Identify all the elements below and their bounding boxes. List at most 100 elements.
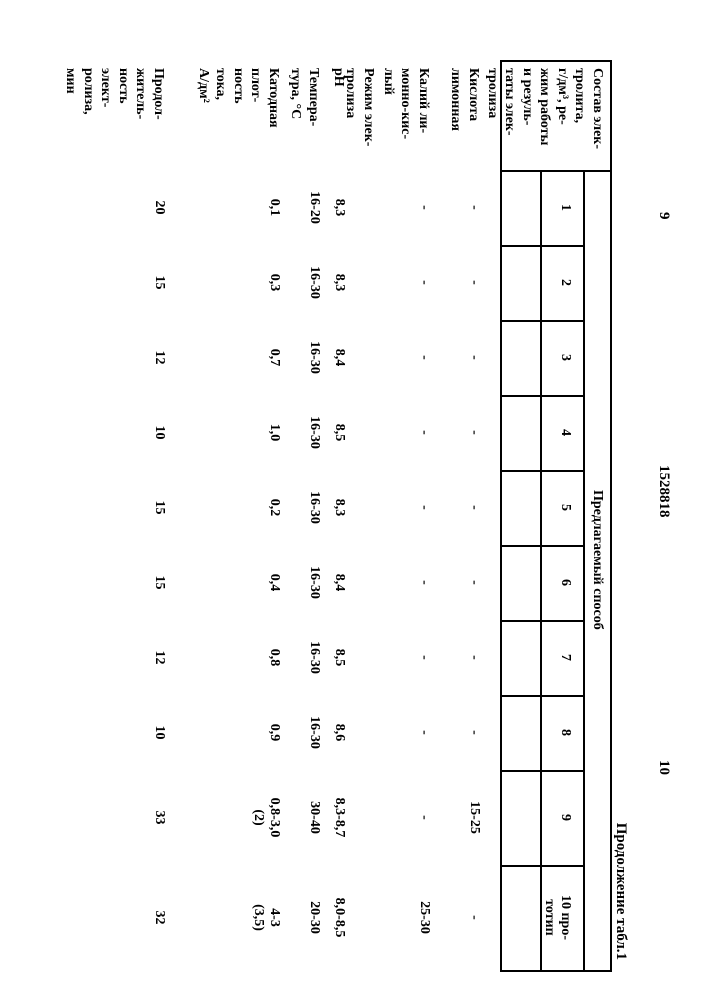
- cell-value: 16-30: [306, 341, 322, 374]
- cell-value: 16-30: [306, 416, 322, 449]
- cell-value: 10: [151, 726, 167, 740]
- cell-value: 8,3: [331, 199, 347, 217]
- table-top-line: [610, 60, 612, 970]
- cell-value: 10: [151, 426, 167, 440]
- cell-value: -: [466, 580, 482, 585]
- cell-value: 4-3 (3,5): [250, 904, 282, 931]
- sheet: 9 1528818 10 Продолжение табл.1 Состав э…: [0, 0, 707, 1000]
- col-divider: [500, 320, 585, 322]
- cell-value: 20-30: [306, 901, 322, 934]
- row-label: Режим элек- тролиза: [342, 68, 377, 146]
- page-number-right: 10: [655, 760, 672, 775]
- table-left-border: [500, 60, 612, 62]
- col-number: 1: [557, 204, 573, 211]
- cell-value: 8,0-8,5: [331, 898, 347, 938]
- cell-value: 30-40: [306, 801, 322, 834]
- col-number: 10 про- тотип: [541, 895, 573, 940]
- cell-value: 1,0: [266, 424, 282, 442]
- cell-value: 25-30: [416, 901, 432, 934]
- cell-value: 8,5: [331, 424, 347, 442]
- cell-value: 8,4: [331, 349, 347, 367]
- cell-value: 15-25: [466, 801, 482, 834]
- col-number: 4: [557, 429, 573, 436]
- cell-value: 0,3: [266, 274, 282, 292]
- cell-value: 0,4: [266, 574, 282, 592]
- cell-value: -: [466, 355, 482, 360]
- document-number: 1528818: [655, 465, 672, 518]
- super-header: Предлагаемый способ: [589, 490, 607, 630]
- cell-value: -: [466, 205, 482, 210]
- cell-value: 12: [151, 651, 167, 665]
- cell-value: 32: [151, 911, 167, 925]
- cell-value: -: [416, 430, 432, 435]
- cell-value: -: [416, 580, 432, 585]
- cell-value: 33: [151, 811, 167, 825]
- row-label: Продол- житель- ность элект- ролиза, мин: [62, 68, 167, 120]
- cell-value: 8,3: [331, 274, 347, 292]
- col-number: 3: [557, 354, 573, 361]
- cell-value: -: [466, 430, 482, 435]
- cell-value: -: [416, 505, 432, 510]
- cell-value: 0,8-3,0 (2): [250, 798, 282, 838]
- col-divider: [500, 245, 585, 247]
- col-number: 9: [557, 814, 573, 821]
- row-label: Кислота лимонная: [447, 68, 482, 131]
- col-divider: [500, 865, 585, 867]
- cell-value: -: [416, 205, 432, 210]
- col-number: 7: [557, 654, 573, 661]
- col-divider: [500, 770, 585, 772]
- cell-value: 16-30: [306, 641, 322, 674]
- cell-value: -: [466, 730, 482, 735]
- table-mid-line: [583, 170, 585, 970]
- row-label: Темпера- тура, °C: [287, 68, 322, 126]
- cell-value: -: [416, 730, 432, 735]
- cell-value: -: [416, 815, 432, 820]
- table-caption: Продолжение табл.1: [612, 823, 629, 960]
- cell-value: -: [416, 655, 432, 660]
- cell-value: 0,1: [266, 199, 282, 217]
- table-numrow-line: [540, 170, 542, 970]
- cell-value: 15: [151, 501, 167, 515]
- cell-value: 0,9: [266, 724, 282, 742]
- table-header-bottom-line: [500, 60, 502, 970]
- cell-value: 20: [151, 201, 167, 215]
- cell-value: 15: [151, 276, 167, 290]
- row-label: pH: [330, 68, 348, 87]
- cell-value: 0,8: [266, 649, 282, 667]
- cell-value: 8,4: [331, 574, 347, 592]
- cell-value: 16-30: [306, 566, 322, 599]
- cell-value: -: [466, 505, 482, 510]
- col-divider: [500, 470, 585, 472]
- row-label: Калий ли- монно-кис- лый: [380, 68, 433, 139]
- cell-value: -: [416, 280, 432, 285]
- col-number: 8: [557, 729, 573, 736]
- col-divider: [500, 620, 585, 622]
- col-number: 5: [557, 504, 573, 511]
- cell-value: 8,6: [331, 724, 347, 742]
- cell-value: -: [466, 915, 482, 920]
- page-number-left: 9: [655, 212, 672, 220]
- col-divider: [500, 545, 585, 547]
- cell-value: 0,7: [266, 349, 282, 367]
- cell-value: -: [466, 280, 482, 285]
- cell-value: 8,3: [331, 499, 347, 517]
- rotated-page: 9 1528818 10 Продолжение табл.1 Состав э…: [0, 0, 707, 707]
- header-block: Состав элек- тролита, г/дм³, ре- жим раб…: [484, 68, 607, 149]
- cell-value: 12: [151, 351, 167, 365]
- row-label: Катодная плот- ность тока, А/дм²: [195, 68, 283, 128]
- cell-value: 8,3-8,7: [331, 798, 347, 838]
- col-divider: [500, 395, 585, 397]
- col-divider: [500, 695, 585, 697]
- cell-value: 15: [151, 576, 167, 590]
- col-number: 6: [557, 579, 573, 586]
- table-right-border: [500, 970, 612, 972]
- cell-value: 16-30: [306, 266, 322, 299]
- cell-value: -: [466, 655, 482, 660]
- cell-value: 16-20: [306, 191, 322, 224]
- cell-value: 0,2: [266, 499, 282, 517]
- cell-value: 16-30: [306, 491, 322, 524]
- cell-value: -: [416, 355, 432, 360]
- cell-value: 8,5: [331, 649, 347, 667]
- cell-value: 16-30: [306, 716, 322, 749]
- label-col-divider: [500, 170, 612, 172]
